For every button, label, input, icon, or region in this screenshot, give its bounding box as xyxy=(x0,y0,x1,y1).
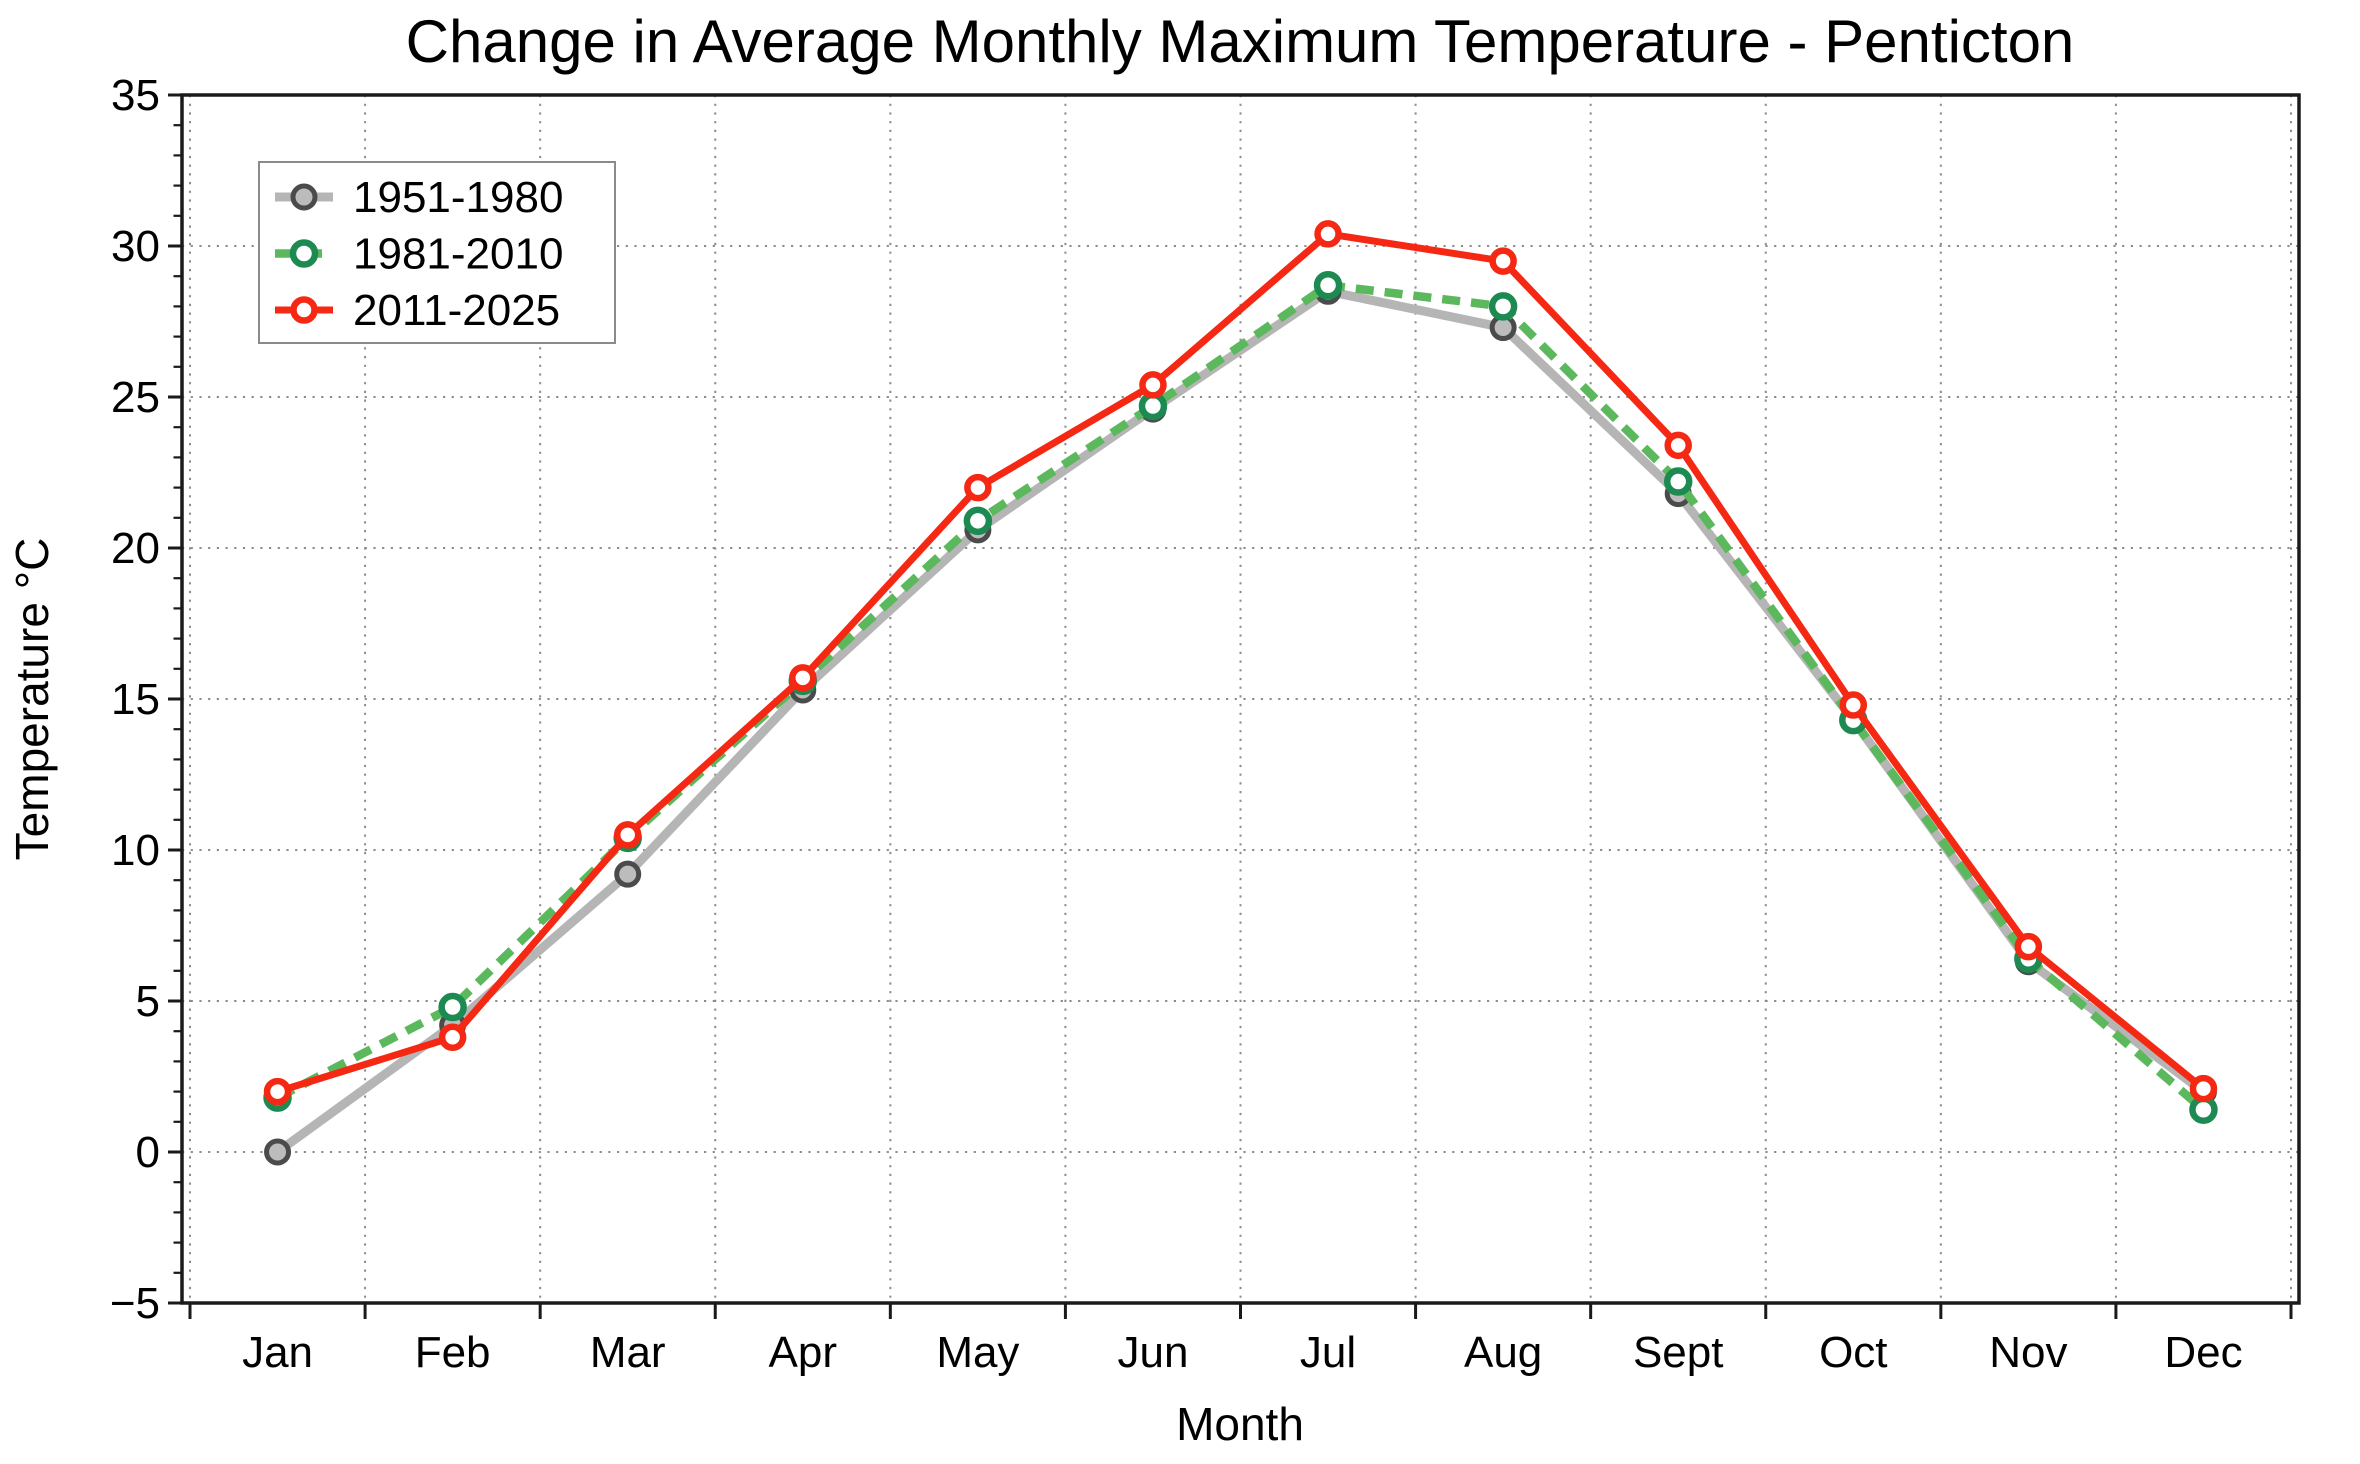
ytick-label--5: −5 xyxy=(110,1279,160,1328)
ytick-label-15: 15 xyxy=(111,675,160,724)
legend-marker-1951-1980 xyxy=(290,183,318,211)
data-series xyxy=(263,220,2218,1166)
marker-2011-2025-Jul xyxy=(1314,220,1342,248)
xtick-label-aug: Aug xyxy=(1464,1328,1542,1377)
xtick-label-mar: Mar xyxy=(590,1328,666,1377)
xtick-label-nov: Nov xyxy=(1989,1328,2067,1377)
xtick-label-oct: Oct xyxy=(1819,1328,1887,1377)
series-line-2011-2025 xyxy=(276,230,2206,1095)
marker-2011-2025-Sept xyxy=(1664,431,1692,460)
xtick-label-may: May xyxy=(936,1328,1019,1377)
xtick-label-apr: Apr xyxy=(769,1328,837,1377)
xtick-label-sept: Sept xyxy=(1633,1328,1724,1377)
ytick-label-25: 25 xyxy=(111,373,160,422)
legend-marker-1981-2010 xyxy=(289,239,319,268)
xtick-label-dec: Dec xyxy=(2164,1328,2242,1377)
axis-tick-labels: −5 0 5 10 15 20 25 30 35 Jan Feb Mar Apr May Jun Jul Aug… xyxy=(110,71,2243,1377)
xtick-label-jul: Jul xyxy=(1300,1328,1356,1377)
legend-marker-2011-2025 xyxy=(290,296,318,324)
ytick-label-10: 10 xyxy=(111,826,160,875)
marker-1951-1980-Mar xyxy=(614,860,642,888)
x-axis-label: Month xyxy=(1176,1398,1304,1450)
legend-label-2011-2025: 2011-2025 xyxy=(353,286,560,335)
xtick-label-jan: Jan xyxy=(242,1328,313,1377)
chart-title: Change in Average Monthly Maximum Temper… xyxy=(406,8,2075,75)
marker-2011-2025-Apr xyxy=(789,664,817,692)
marker-1981-2010-Jul xyxy=(1313,271,1343,300)
marker-2011-2025-Dec xyxy=(2189,1074,2218,1103)
marker-2011-2025-Feb xyxy=(438,1023,467,1051)
marker-2011-2025-Jan xyxy=(263,1077,292,1106)
marker-2011-2025-May xyxy=(964,473,992,502)
marker-1981-2010-Sept xyxy=(1663,467,1693,496)
ytick-label-35: 35 xyxy=(111,71,160,120)
legend: 1951-1980 1981-2010 2011-2025 xyxy=(258,161,616,344)
marker-1981-2010-Feb xyxy=(438,992,467,1022)
marker-2011-2025-Oct xyxy=(1839,691,1868,719)
marker-2011-2025-Mar xyxy=(613,821,642,849)
legend-label-1951-1980: 1951-1980 xyxy=(353,173,563,222)
ytick-label-0: 0 xyxy=(136,1128,160,1177)
marker-2011-2025-Jun xyxy=(1139,371,1167,399)
marker-1981-2010-May xyxy=(963,506,993,536)
marker-1981-2010-Aug xyxy=(1488,292,1518,321)
xtick-label-jun: Jun xyxy=(1117,1328,1188,1377)
legend-label-1981-2010: 1981-2010 xyxy=(353,230,563,279)
series-line-1981-2010 xyxy=(275,281,2207,1113)
ytick-label-20: 20 xyxy=(111,524,160,573)
y-axis-label: Temperature °C xyxy=(6,538,58,861)
axis-ticks xyxy=(168,93,2293,1319)
xtick-label-feb: Feb xyxy=(415,1328,491,1377)
marker-2011-2025-Nov xyxy=(2014,932,2043,961)
ytick-label-5: 5 xyxy=(136,977,160,1026)
ytick-label-30: 30 xyxy=(111,222,160,271)
marker-1951-1980-Jan xyxy=(264,1138,292,1166)
marker-2011-2025-Aug xyxy=(1489,247,1517,275)
